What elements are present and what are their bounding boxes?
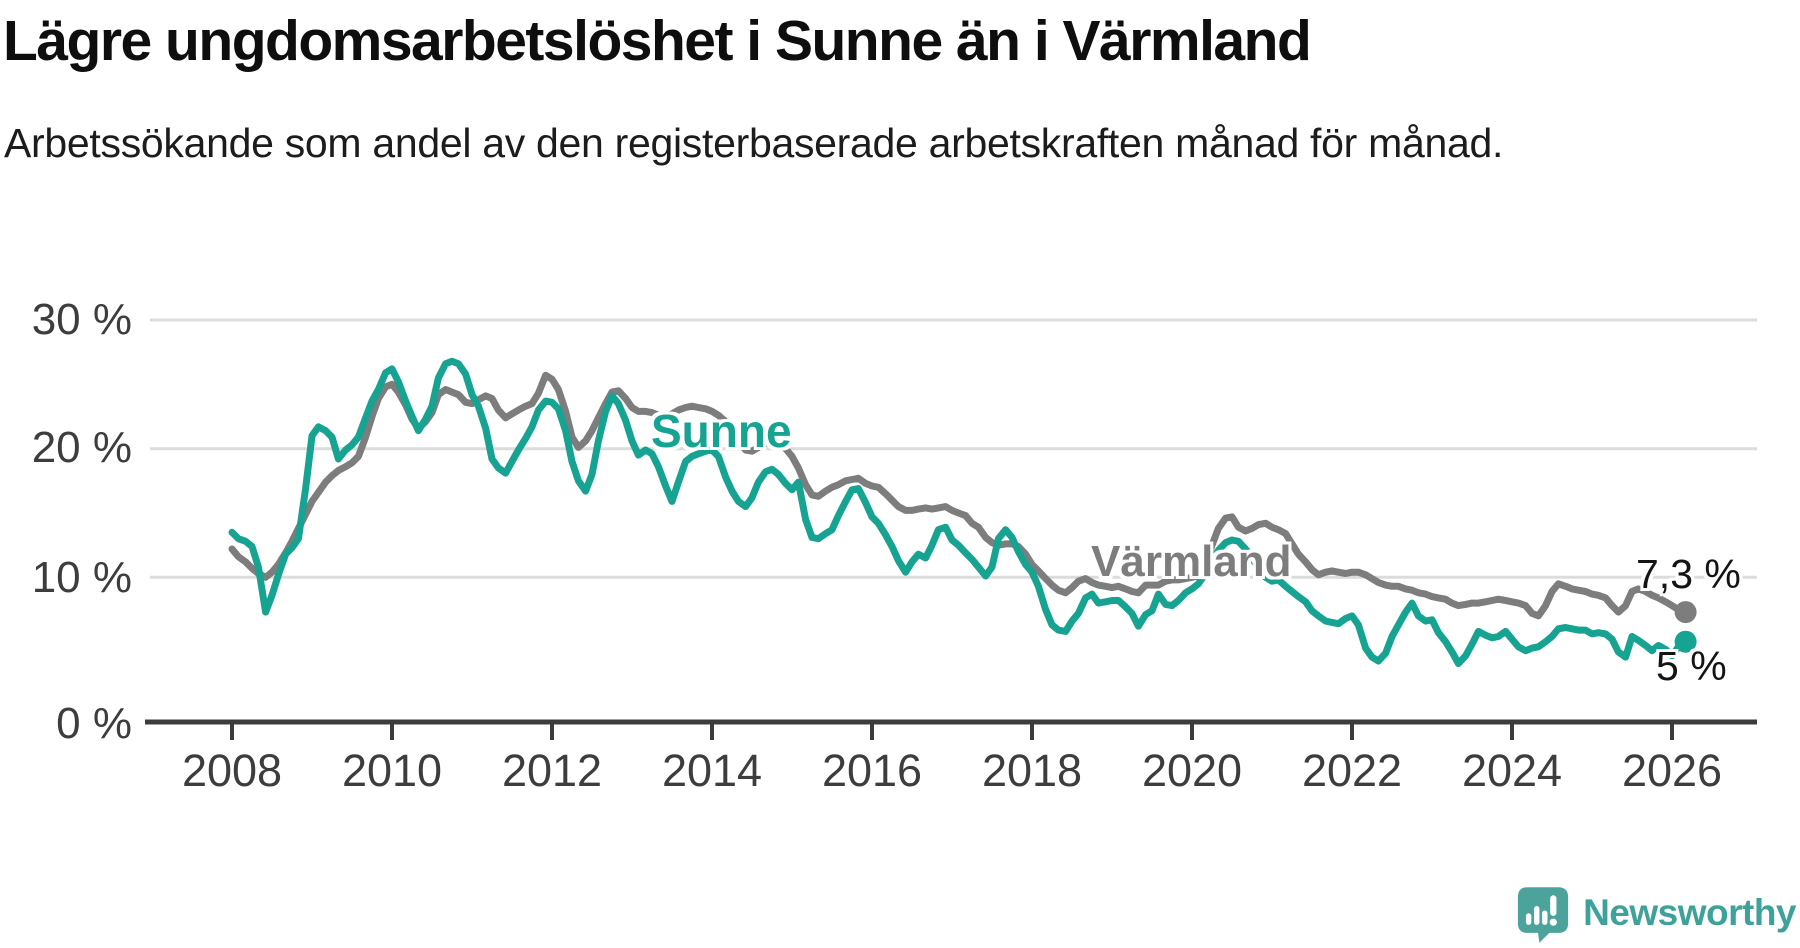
x-tick-label-2026: 2026 [1621,745,1723,796]
x-tick-label-2022: 2022 [1301,745,1403,796]
x-tick-label-2008: 2008 [181,745,283,796]
newsworthy-logo: Newsworthy [1517,886,1796,944]
x-tick-label-2010: 2010 [341,745,443,796]
newsworthy-logo-icon [1517,887,1569,943]
x-tick-label-2016: 2016 [821,745,923,796]
varmland-line [228,371,1690,620]
sunne-line [228,357,1690,667]
varmland-end-value-label: 7,3 % [1636,551,1741,597]
chart-title: Lägre ungdomsarbetslöshet i Sunne än i V… [3,9,1312,73]
y-tick-label-10: 10 % [31,553,132,602]
sunne-end-value-label: 5 % [1656,643,1727,689]
chart-subtitle: Arbetssökande som andel av den registerb… [4,120,1504,166]
newsworthy-logo-text: Newsworthy [1583,891,1796,933]
varmland-end-dot [1674,601,1697,624]
x-tick-label-2018: 2018 [981,745,1083,796]
y-tick-label-20: 20 % [31,423,132,472]
x-axis-ticks [230,724,1674,740]
varmland-series-label: Värmland [1091,537,1292,586]
sunne-end-dot [1674,630,1697,653]
x-tick-label-2014: 2014 [661,745,763,796]
y-gridlines [150,318,1757,579]
x-tick-label-2012: 2012 [501,745,603,796]
y-tick-label-30: 30 % [31,295,132,344]
x-tick-label-2020: 2020 [1141,745,1243,796]
sunne-series-label: Sunne [651,405,792,457]
y-tick-label-0: 0 % [56,699,132,748]
x-tick-label-2024: 2024 [1461,745,1563,796]
